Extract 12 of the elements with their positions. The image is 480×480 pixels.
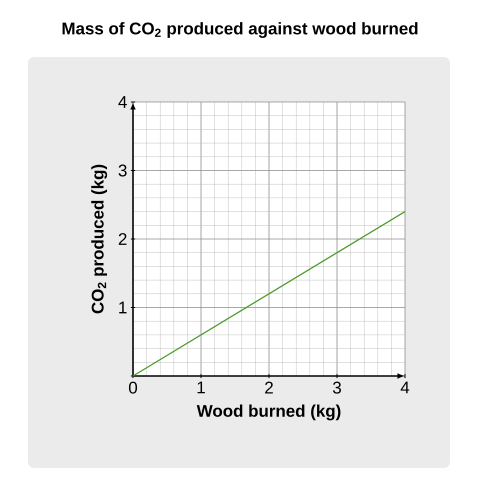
x-tick-label: 4 — [400, 382, 410, 394]
x-tick-label: 3 — [332, 382, 341, 394]
x-tick-label: 0 — [128, 382, 138, 394]
y-tick-label: 2 — [118, 233, 126, 245]
chart-title: Mass of CO$_{2}$ produced against wood burned — [62, 22, 418, 38]
y-axis-title: CO$_{2}$ produced (kg) — [91, 164, 108, 314]
y-tick-label: 4 — [118, 96, 127, 108]
x-tick-label: 2 — [265, 382, 273, 394]
x-axis-title: Wood burned (kg) — [196, 404, 340, 420]
y-tick-label: 1 — [119, 302, 127, 314]
x-tick-label: 1 — [198, 382, 205, 394]
y-tick-label: 3 — [118, 164, 127, 176]
